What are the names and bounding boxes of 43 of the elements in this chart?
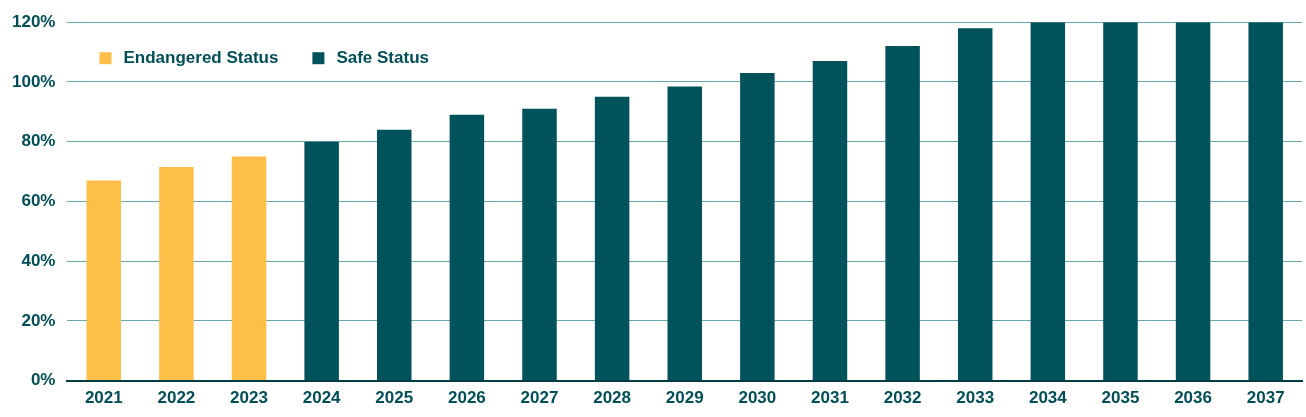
y-tick-label: 80% [21,131,56,151]
bar [594,96,630,381]
x-tick-label: 2033 [956,388,995,408]
bar [449,114,485,381]
x-tick-label: 2037 [1246,388,1285,408]
bar [740,72,775,381]
x-tick-label: 2034 [1028,388,1068,408]
x-tick-label: 2024 [302,388,342,408]
y-tick-label: 120% [12,11,56,31]
bar [522,108,557,381]
x-tick-label: 2028 [593,388,632,408]
x-tick-label: 2022 [157,388,196,408]
bar [1175,22,1211,381]
x-tick-label: 2027 [520,388,559,408]
bar [1103,22,1138,381]
bar [812,61,848,381]
bar [1248,22,1283,381]
bar [86,180,122,381]
y-tick-label: 100% [12,71,56,91]
x-tick-label: 2023 [230,388,268,408]
x-tick-label: 2031 [811,388,849,408]
y-tick-label: 40% [21,250,56,270]
x-tick-label: 2032 [883,388,922,408]
x-tick-label: 2036 [1174,388,1212,408]
legend-label: Endangered Status [123,47,279,67]
y-tick-label: 0% [30,370,56,390]
bar [231,156,267,381]
bar [957,28,993,381]
y-tick-label: 20% [21,310,56,330]
x-tick-label: 2026 [447,388,486,408]
y-tick-label: 60% [21,191,56,211]
x-tick-label: 2029 [665,388,704,408]
bar [1030,22,1066,381]
bar [304,141,339,381]
bar [377,129,412,381]
x-tick-label: 2025 [375,388,414,408]
x-tick-label: 2021 [84,388,123,408]
bar [667,86,702,381]
legend-label: Safe Status [336,47,429,67]
bar [885,46,920,381]
bar [159,167,194,381]
x-tick-label: 2035 [1101,388,1140,408]
x-tick-label: 2030 [738,388,777,408]
